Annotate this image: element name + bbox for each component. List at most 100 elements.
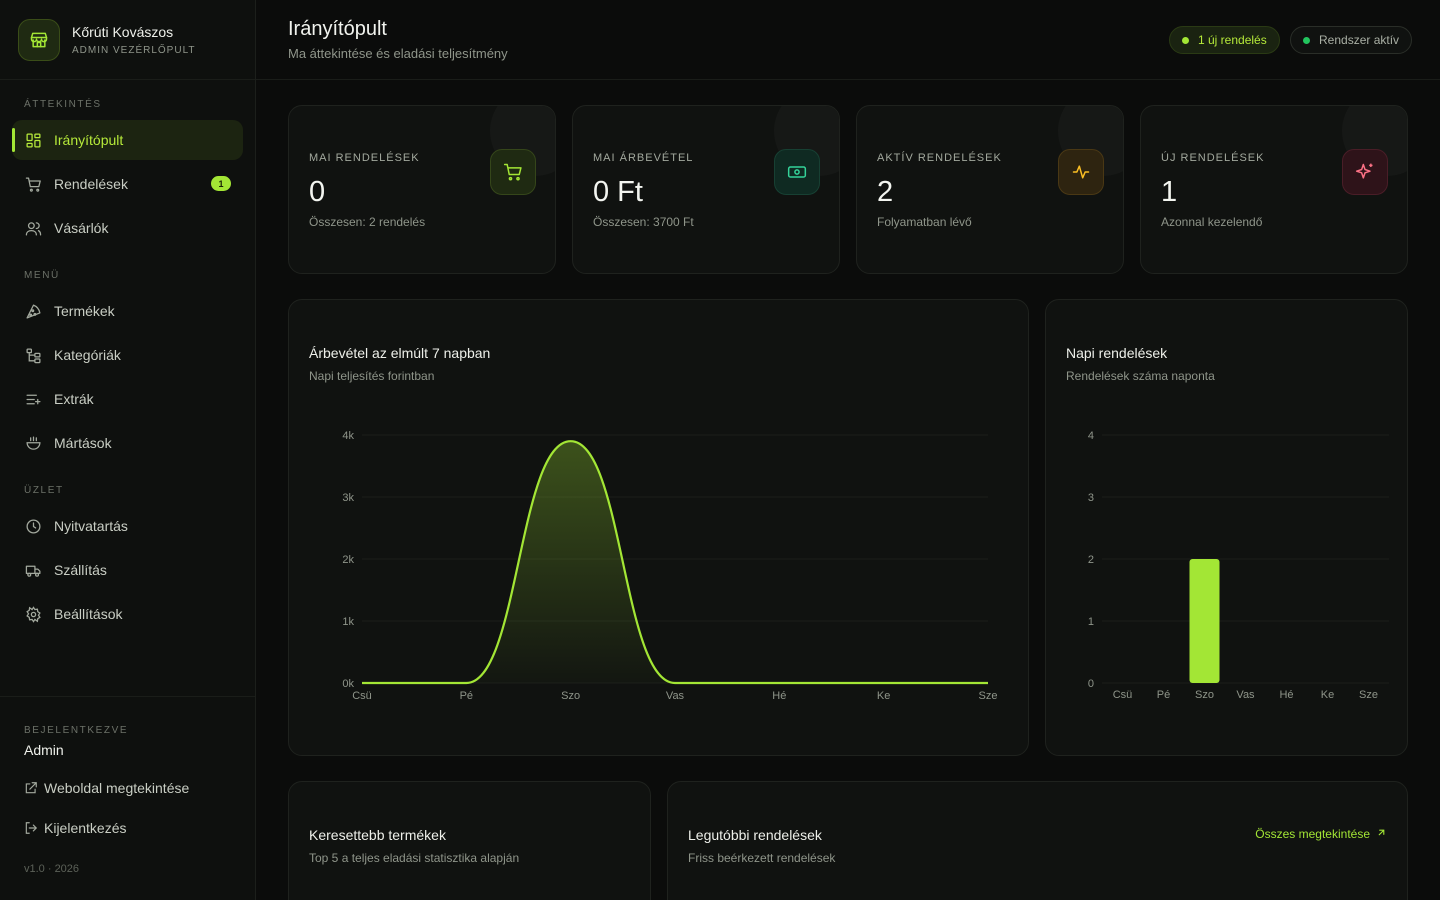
x-tick-label: Csü xyxy=(1113,689,1133,701)
stat-foot: Folyamatban lévő xyxy=(877,215,972,229)
users-icon xyxy=(24,219,42,237)
y-tick-label: 0k xyxy=(342,678,354,690)
stat-foot: Összesen: 3700 Ft xyxy=(593,215,694,229)
view-site-link[interactable]: Weboldal megtekintése xyxy=(24,780,189,796)
sidebar-item-label: Szállítás xyxy=(54,562,107,578)
sidebar-item-label: Mártások xyxy=(54,435,112,451)
sidebar-item-delivery[interactable]: Szállítás xyxy=(12,550,243,590)
sidebar-item-customers[interactable]: Vásárlók xyxy=(12,208,243,248)
sidebar: Kőrúti Kovászos ADMIN VEZÉRLŐPULT ÁTTEKI… xyxy=(0,0,256,900)
stat-value: 0 xyxy=(309,176,326,208)
current-user: Admin xyxy=(24,742,64,758)
revenue-area xyxy=(362,441,988,683)
stat-card-active-orders: AKTÍV RENDELÉSEK 2 Folyamatban lévő xyxy=(856,105,1124,274)
view-all-orders-link[interactable]: Összes megtekintése xyxy=(1255,827,1387,841)
revenue-line xyxy=(362,440,988,685)
orders-chart-title: Napi rendelések xyxy=(1066,345,1168,361)
main-content: Irányítópult Ma áttekintése és eladási t… xyxy=(256,0,1440,900)
pizza-icon xyxy=(24,302,42,320)
daily-orders-chart-card: Napi rendelések Rendelések száma naponta… xyxy=(1045,299,1408,756)
sidebar-item-products[interactable]: Termékek xyxy=(12,291,243,331)
activity-icon xyxy=(1058,149,1104,195)
banknote-icon xyxy=(774,149,820,195)
stat-label: ÚJ RENDELÉSEK xyxy=(1161,152,1265,164)
sidebar-item-extras[interactable]: Extrák xyxy=(12,379,243,419)
revenue-chart-subtitle: Napi teljesítés forintban xyxy=(309,369,435,383)
sidebar-item-label: Nyitvatartás xyxy=(54,518,128,534)
sidebar-item-settings[interactable]: Beállítások xyxy=(12,594,243,634)
stat-value: 1 xyxy=(1161,176,1178,208)
sidebar-item-label: Extrák xyxy=(54,391,94,407)
status-dot xyxy=(1182,36,1189,44)
nav-section-shop: ÜZLET xyxy=(24,485,64,496)
logout-icon xyxy=(24,821,38,835)
orders-badge: 1 xyxy=(211,176,231,191)
cart-icon xyxy=(24,175,42,193)
x-tick-label: Vas xyxy=(1236,689,1255,701)
x-tick-label: Csü xyxy=(352,690,372,702)
new-orders-label: 1 új rendelés xyxy=(1198,33,1267,47)
y-tick-label: 0 xyxy=(1088,678,1094,690)
sidebar-item-label: Vásárlók xyxy=(54,220,109,236)
sidebar-item-opening-hours[interactable]: Nyitvatartás xyxy=(12,506,243,546)
sparkles-icon xyxy=(1342,149,1388,195)
x-tick-label: Pé xyxy=(460,690,473,702)
logout-link[interactable]: Kijelentkezés xyxy=(24,820,127,836)
x-tick-label: Szo xyxy=(561,690,580,702)
y-tick-label: 3 xyxy=(1088,492,1094,504)
x-tick-label: Pé xyxy=(1157,689,1170,701)
x-tick-label: Hé xyxy=(772,690,786,702)
revenue-chart-title: Árbevétel az elmúlt 7 napban xyxy=(309,345,491,361)
clock-icon xyxy=(24,517,42,535)
recent-orders-title: Legutóbbi rendelések xyxy=(688,827,822,843)
bowl-icon xyxy=(24,434,42,452)
sidebar-item-categories[interactable]: Kategóriák xyxy=(12,335,243,375)
y-tick-label: 2 xyxy=(1088,554,1094,566)
version-label: v1.0 · 2026 xyxy=(24,863,80,875)
system-status-label: Rendszer aktív xyxy=(1319,33,1400,47)
top-products-title: Keresettebb termékek xyxy=(309,827,446,843)
orders-bar-chart: 0 1 2 3 4 Csü Pé Szo Vas Hé Ke Sze xyxy=(1088,430,1389,701)
gear-icon xyxy=(24,605,42,623)
y-tick-label: 4 xyxy=(1088,430,1094,442)
y-tick-label: 1 xyxy=(1088,616,1094,628)
arrow-up-right-icon xyxy=(1376,827,1387,841)
stat-foot: Azonnal kezelendő xyxy=(1161,215,1263,229)
x-tick-label: Sze xyxy=(979,690,998,702)
view-all-label: Összes megtekintése xyxy=(1255,827,1370,841)
sidebar-item-orders[interactable]: Rendelések 1 xyxy=(12,164,243,204)
dashboard-icon xyxy=(24,131,42,149)
view-site-label: Weboldal megtekintése xyxy=(44,780,190,796)
stat-value: 0 Ft xyxy=(593,176,643,208)
nav-section-overview: ÁTTEKINTÉS xyxy=(24,99,102,110)
y-tick-label: 1k xyxy=(342,616,354,628)
stat-value: 2 xyxy=(877,176,894,208)
sidebar-item-dashboard[interactable]: Irányítópult xyxy=(12,120,243,160)
y-tick-label: 4k xyxy=(342,430,354,442)
stat-label: MAI ÁRBEVÉTEL xyxy=(593,152,694,164)
sidebar-item-label: Rendelések xyxy=(54,176,128,192)
sidebar-item-label: Beállítások xyxy=(54,606,123,622)
x-tick-label: Ke xyxy=(1321,689,1334,701)
sidebar-item-label: Termékek xyxy=(54,303,115,319)
sidebar-item-sauces[interactable]: Mártások xyxy=(12,423,243,463)
brand-subtitle: ADMIN VEZÉRLŐPULT xyxy=(72,44,196,56)
brand: Kőrúti Kovászos ADMIN VEZÉRLŐPULT xyxy=(0,0,255,80)
x-tick-label: Ke xyxy=(877,690,890,702)
sidebar-footer: BEJELENTKEZVE Admin Weboldal megtekintés… xyxy=(0,696,255,875)
stat-label: AKTÍV RENDELÉSEK xyxy=(877,152,1002,164)
cart-icon xyxy=(490,149,536,195)
revenue-area-chart: 0k 1k 2k 3k 4k Csü Pé Szo Vas Hé Ke Sze xyxy=(342,430,998,702)
x-tick-label: Hé xyxy=(1279,689,1293,701)
stat-foot: Összesen: 2 rendelés xyxy=(309,215,426,229)
tree-icon xyxy=(24,346,42,364)
stat-label: MAI RENDELÉSEK xyxy=(309,152,420,164)
stat-card-new-orders: ÚJ RENDELÉSEK 1 Azonnal kezelendő xyxy=(1140,105,1408,274)
logout-label: Kijelentkezés xyxy=(44,820,127,836)
top-products-card: Keresettebb termékek Top 5 a teljes elad… xyxy=(288,781,651,900)
list-plus-icon xyxy=(24,390,42,408)
brand-name: Kőrúti Kovászos xyxy=(72,23,174,40)
y-tick-label: 2k xyxy=(342,554,354,566)
new-orders-pill[interactable]: 1 új rendelés xyxy=(1169,26,1280,54)
x-tick-label: Szo xyxy=(1195,689,1214,701)
